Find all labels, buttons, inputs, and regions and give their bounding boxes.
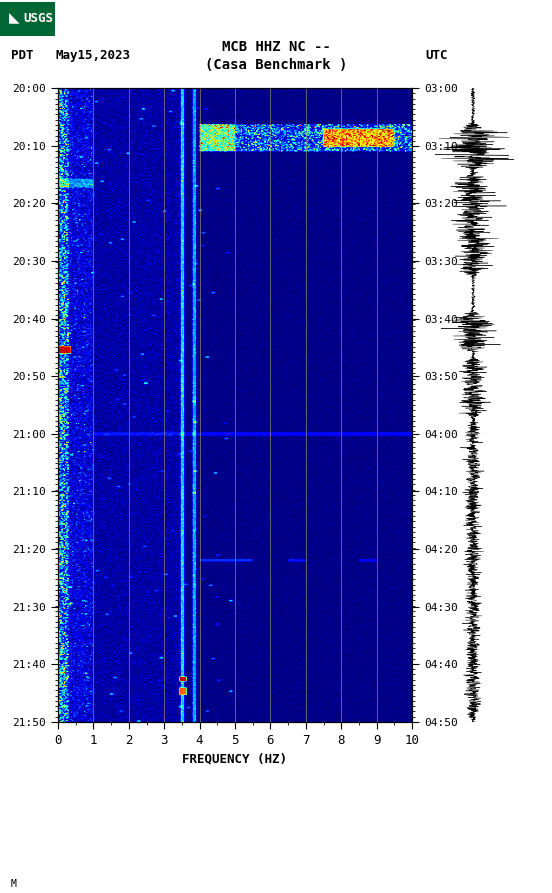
Text: ◣: ◣	[8, 10, 19, 24]
Text: PDT: PDT	[11, 49, 34, 63]
Text: M: M	[11, 879, 17, 889]
Text: UTC: UTC	[425, 49, 448, 63]
Text: MCB HHZ NC --: MCB HHZ NC --	[221, 40, 331, 54]
X-axis label: FREQUENCY (HZ): FREQUENCY (HZ)	[183, 753, 288, 765]
Text: (Casa Benchmark ): (Casa Benchmark )	[205, 58, 347, 72]
Text: USGS: USGS	[24, 13, 54, 25]
Text: May15,2023: May15,2023	[55, 49, 130, 63]
